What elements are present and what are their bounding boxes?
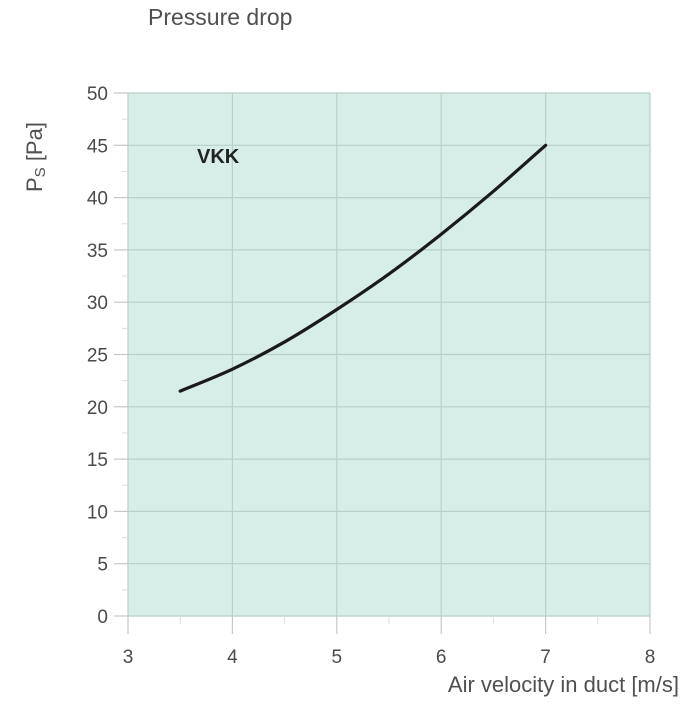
x-tick-label: 7: [540, 647, 551, 668]
y-tick-label: 25: [87, 346, 108, 367]
y-tick-label: 35: [87, 241, 108, 262]
x-axis-label: Air velocity in duct [m/s]: [447, 672, 679, 697]
y-tick-label: 10: [87, 502, 108, 523]
y-tick-label: 20: [87, 398, 108, 419]
series-line-vkk: [178, 143, 548, 393]
y-tick-label: 40: [87, 189, 108, 210]
x-tick-label: 3: [123, 647, 134, 668]
x-tick-label: 4: [227, 647, 238, 668]
series-label-vkk: VKK: [197, 146, 240, 168]
chart-title: Pressure drop: [148, 4, 293, 30]
y-tick-label: 15: [87, 450, 108, 471]
x-tick-label: 5: [332, 647, 343, 668]
x-tick-label: 6: [436, 647, 447, 668]
y-tick-label: 30: [87, 293, 108, 314]
y-tick-label: 5: [97, 555, 108, 576]
y-tick-label: 45: [87, 136, 108, 157]
y-tick-label: 50: [87, 84, 108, 105]
x-tick-label: 8: [645, 647, 656, 668]
y-tick-label: 0: [97, 607, 108, 628]
grid-lines: [127, 92, 651, 617]
axis-ticks: [114, 92, 651, 634]
